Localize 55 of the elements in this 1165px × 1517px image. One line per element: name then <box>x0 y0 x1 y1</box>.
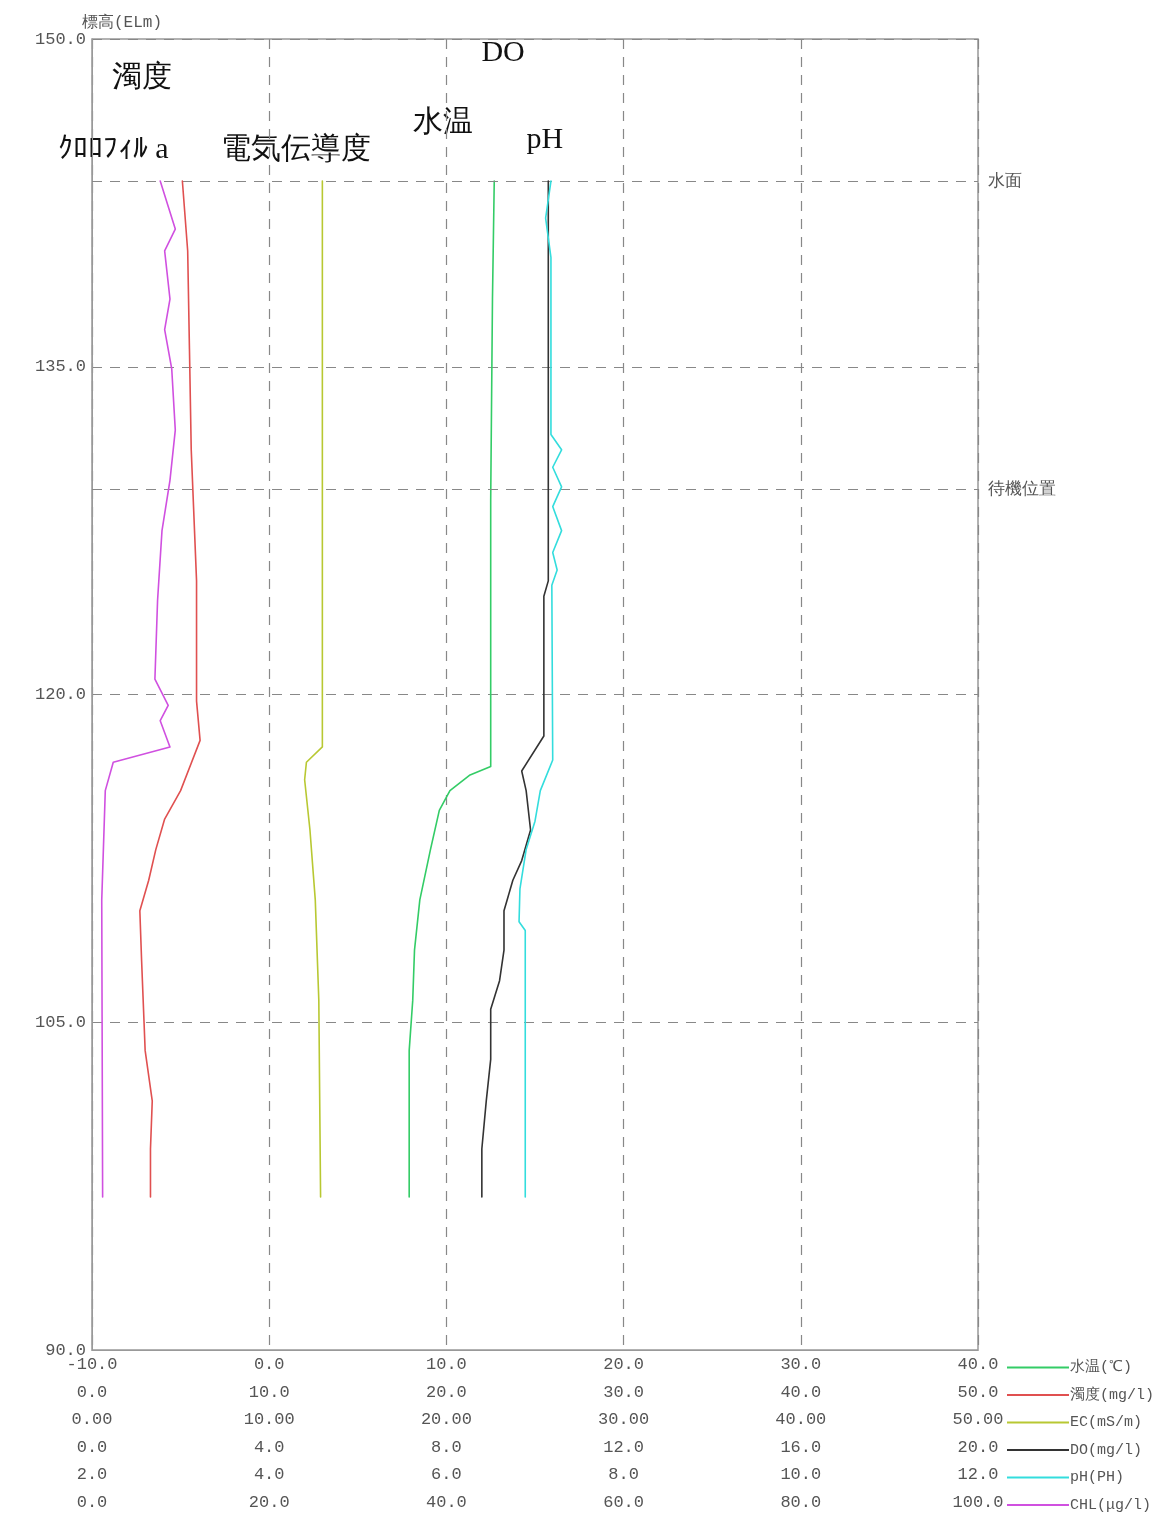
x-tick-label: 0.0 <box>76 1437 108 1457</box>
x-tick-label: 40.00 <box>775 1410 827 1429</box>
x-tick-label: 40.0 <box>957 1355 999 1374</box>
x-tick-label: 40.0 <box>425 1492 467 1512</box>
line-series <box>408 180 496 1198</box>
x-tick-label: 10.00 <box>243 1410 295 1429</box>
legend-label: 水温(℃) <box>1070 1358 1133 1376</box>
x-tick-label: 10.0 <box>248 1382 290 1402</box>
x-tick-label: 6.0 <box>431 1465 462 1484</box>
x-tick-label: 8.0 <box>431 1437 462 1457</box>
legend-label: EC(mS/m) <box>1070 1414 1143 1431</box>
y-tick-label: 135.0 <box>34 357 86 377</box>
x-tick-label: 10.0 <box>780 1465 822 1484</box>
legend-label: DO(mg/l) <box>1070 1441 1143 1459</box>
x-tick-label: 50.0 <box>957 1382 999 1402</box>
annotation: DO <box>481 34 525 68</box>
y-axis-title: 標高(ELm) <box>81 12 162 32</box>
x-tick-label: 20.0 <box>603 1355 645 1374</box>
annotation: pH <box>526 120 564 154</box>
legend-label: CHL(μg/l) <box>1070 1496 1152 1514</box>
x-tick-label: 30.0 <box>780 1355 822 1374</box>
x-tick-label: 20.0 <box>425 1382 467 1402</box>
x-tick-label: 50.00 <box>952 1410 1004 1429</box>
x-tick-label: -10.0 <box>66 1355 118 1374</box>
x-tick-label: 12.0 <box>603 1437 645 1457</box>
x-tick-label: 2.0 <box>76 1465 108 1484</box>
x-tick-label: 10.0 <box>425 1355 467 1374</box>
legend-label: pH(PH) <box>1070 1469 1125 1486</box>
x-tick-label: 8.0 <box>608 1465 639 1484</box>
y-tick-label: 105.0 <box>34 1012 86 1032</box>
ref-line-label: 水面 <box>988 171 1022 191</box>
x-tick-label: 20.0 <box>248 1492 290 1512</box>
x-tick-label: 0.0 <box>76 1382 108 1402</box>
y-tick-label: 150.0 <box>34 29 86 49</box>
x-tick-label: 30.0 <box>603 1382 645 1402</box>
x-tick-label: 0.00 <box>71 1410 113 1429</box>
legend-label: 濁度(mg/l) <box>1070 1385 1155 1404</box>
x-tick-label: 20.00 <box>420 1410 472 1429</box>
x-tick-label: 12.0 <box>957 1465 999 1484</box>
ref-line-label: 待機位置 <box>988 479 1056 499</box>
x-tick-label: 16.0 <box>780 1437 822 1457</box>
x-tick-label: 0.0 <box>76 1492 108 1512</box>
x-tick-label: 0.0 <box>253 1355 285 1374</box>
y-tick-label: 120.0 <box>34 685 86 704</box>
x-tick-label: 100.0 <box>952 1492 1004 1512</box>
x-tick-label: 4.0 <box>253 1465 285 1484</box>
x-tick-label: 20.0 <box>957 1437 999 1457</box>
annotation: 電気伝導度 <box>220 131 371 165</box>
x-tick-label: 30.00 <box>598 1410 650 1429</box>
x-tick-label: 80.0 <box>780 1492 822 1512</box>
annotation: 濁度 <box>111 59 172 93</box>
annotation: 水温 <box>412 103 473 137</box>
x-tick-label: 4.0 <box>253 1437 285 1457</box>
x-tick-label: 60.0 <box>603 1492 645 1512</box>
x-tick-label: 40.0 <box>780 1382 822 1402</box>
